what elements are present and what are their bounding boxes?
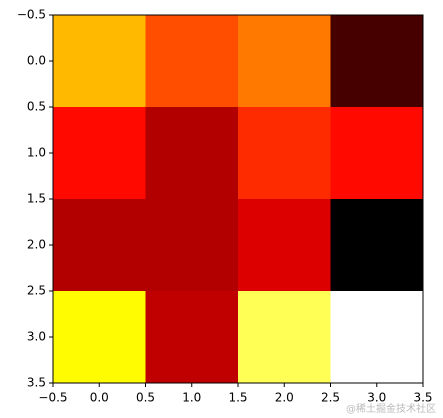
heatmap-cell	[53, 107, 146, 199]
y-tick-label: −0.5	[17, 8, 46, 22]
heatmap-cell	[53, 15, 146, 107]
heatmap-cell	[238, 107, 331, 199]
heatmap-cell	[330, 291, 423, 383]
x-tick-label: 2.0	[275, 391, 294, 405]
x-tick-label: 0.5	[136, 391, 155, 405]
heatmap-cell	[53, 291, 146, 383]
y-tick-label: 3.5	[27, 376, 46, 390]
x-tick-label: 3.0	[367, 391, 386, 405]
y-tick-label: 1.5	[27, 192, 46, 206]
x-tick-label: 2.5	[321, 391, 340, 405]
x-tick-label: 0.0	[90, 391, 109, 405]
heatmap-cell	[145, 15, 238, 107]
y-tick-label: 1.0	[27, 146, 46, 160]
y-tick-label: 0.5	[27, 100, 46, 114]
x-tick-label: −0.5	[38, 391, 67, 405]
x-tick-label: 1.5	[228, 391, 247, 405]
heatmap-cell	[145, 107, 238, 199]
x-tick-label: 1.0	[182, 391, 201, 405]
heatmap-cell	[145, 199, 238, 291]
heatmap-cell	[238, 199, 331, 291]
watermark: @稀土掘金技术社区	[346, 402, 436, 415]
y-tick-label: 0.0	[27, 54, 46, 68]
heatmap-cell	[53, 199, 146, 291]
x-tick-label: 3.5	[413, 391, 432, 405]
heatmap-cell	[238, 291, 331, 383]
heatmap-cell	[238, 15, 331, 107]
heatmap-cell	[330, 107, 423, 199]
heatmap-cell	[330, 15, 423, 107]
y-tick-label: 3.0	[27, 330, 46, 344]
heatmap-cell	[330, 199, 423, 291]
y-tick-label: 2.0	[27, 238, 46, 252]
heatmap-cell	[145, 291, 238, 383]
y-tick-label: 2.5	[27, 284, 46, 298]
